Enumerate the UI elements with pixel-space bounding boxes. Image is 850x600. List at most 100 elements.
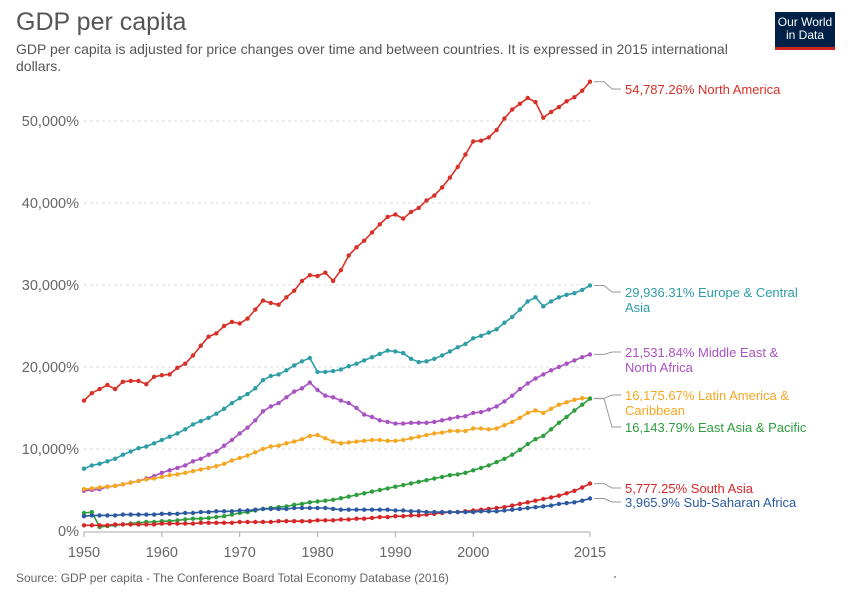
data-point (338, 517, 344, 522)
data-point (112, 386, 118, 392)
data-point (97, 485, 102, 490)
data-point (198, 516, 203, 521)
data-point (510, 393, 515, 398)
data-point (268, 519, 273, 525)
data-point (276, 443, 281, 448)
data-point (81, 510, 87, 516)
data-point (385, 419, 390, 425)
data-point (175, 365, 180, 370)
data-point (323, 270, 328, 275)
data-point (151, 441, 157, 446)
data-point (385, 348, 390, 353)
data-point (517, 386, 523, 392)
x-tick-label: 1970 (224, 545, 256, 561)
label-leader-line (594, 351, 621, 355)
data-point (159, 437, 164, 443)
data-point (564, 491, 569, 496)
data-point (97, 513, 102, 518)
data-point (369, 437, 375, 443)
data-point (167, 372, 172, 377)
data-point (214, 331, 219, 336)
data-point (221, 323, 227, 329)
series-end-label: 5,777.25% South Asia (625, 481, 754, 496)
data-point (183, 470, 188, 475)
owid-logo[interactable]: Our World in Data (775, 12, 835, 50)
data-point (159, 470, 164, 475)
series-end-label: 29,936.31% Europe & Central Asia (625, 285, 798, 315)
data-point (268, 373, 273, 379)
data-point (315, 387, 320, 393)
data-point (408, 420, 414, 425)
data-point (190, 422, 196, 427)
data-point (198, 343, 203, 348)
data-point (362, 412, 367, 417)
data-point (81, 514, 87, 519)
data-point (377, 222, 382, 227)
data-point (393, 438, 398, 443)
data-point (183, 361, 188, 366)
data-point (89, 391, 95, 396)
data-point (167, 468, 172, 473)
data-point (221, 406, 227, 411)
data-point (354, 516, 359, 521)
data-point (245, 508, 250, 513)
data-point (237, 431, 242, 436)
data-point (525, 410, 530, 416)
data-point (369, 507, 375, 512)
data-point (541, 504, 546, 509)
data-point (517, 415, 523, 420)
data-point (564, 500, 569, 506)
data-point (502, 456, 507, 461)
data-point (307, 505, 312, 511)
data-point (471, 139, 476, 144)
data-point (229, 458, 235, 463)
series-line (83, 397, 591, 490)
data-point (307, 500, 312, 505)
data-point (190, 468, 196, 474)
data-point (245, 316, 250, 321)
series-end-label: 16,143.79% East Asia & Pacific (625, 420, 807, 435)
data-point (416, 513, 421, 518)
data-point (253, 519, 258, 525)
data-point (517, 101, 523, 107)
data-point (206, 465, 211, 471)
data-point (362, 491, 367, 496)
data-point (81, 466, 87, 471)
data-point (587, 352, 593, 357)
data-point (362, 516, 367, 521)
data-point (369, 230, 375, 235)
data-point (260, 519, 266, 525)
data-point (525, 505, 530, 511)
data-point (556, 364, 562, 370)
data-point (183, 521, 188, 526)
data-point (198, 456, 203, 461)
data-point (323, 518, 328, 523)
series-end-label: 21,531.84% Middle East & North Africa (625, 345, 779, 375)
data-point (377, 351, 382, 357)
data-point (502, 423, 507, 428)
data-point (260, 377, 266, 383)
data-point (478, 465, 484, 471)
data-point (510, 314, 515, 320)
series-end-label: 3,965.9% Sub-Saharan Africa (625, 495, 797, 510)
data-point (268, 404, 273, 409)
data-point (439, 185, 445, 190)
data-point (128, 480, 133, 485)
data-point (556, 104, 562, 110)
data-point (206, 415, 211, 420)
data-point (167, 473, 172, 478)
data-point (144, 522, 149, 527)
data-point (299, 437, 305, 442)
data-point (151, 374, 157, 379)
data-point (330, 497, 336, 502)
label-leader-line (594, 398, 621, 428)
data-point (517, 506, 523, 512)
data-point (447, 349, 453, 354)
data-point (432, 509, 437, 515)
data-point (385, 486, 390, 491)
data-point (338, 441, 344, 446)
data-point (502, 116, 507, 121)
data-point (338, 507, 344, 512)
data-point (354, 361, 359, 366)
